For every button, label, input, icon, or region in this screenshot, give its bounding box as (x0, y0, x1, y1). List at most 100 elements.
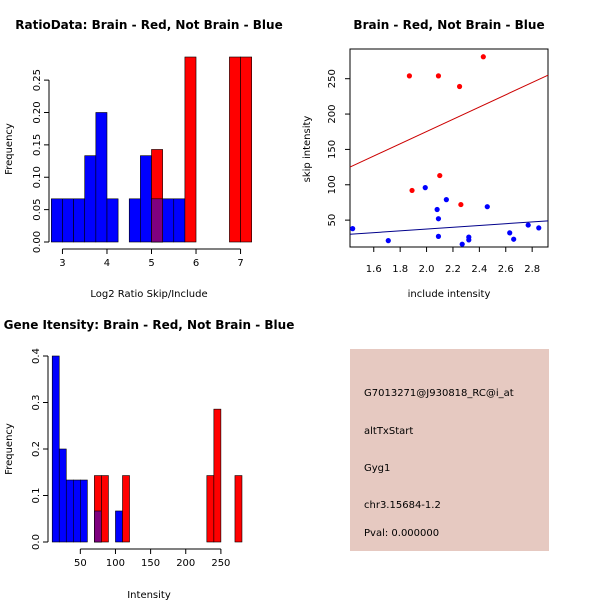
brain-point (480, 54, 486, 60)
gene-intensity-red-bar (101, 475, 109, 543)
ratio-histogram-blue-bar (62, 198, 74, 243)
scatter-y-tick-label: 250 (327, 69, 338, 88)
ratio-histogram-y-tick-label: 0.00 (32, 231, 43, 253)
not-brain-point (385, 238, 391, 244)
not-brain-point (459, 241, 465, 247)
ratio-histogram-y-tick-label: 0.15 (32, 134, 43, 156)
brain-point (435, 73, 442, 79)
not-brain-point (435, 233, 442, 239)
gene-intensity-overlap-bar (94, 510, 102, 543)
not-brain-fit-line (349, 220, 549, 235)
scatter-y-tick-label: 100 (327, 175, 338, 194)
intensity-scatter-axes: 1.6 1.8 2.0 2.2 2.4 2.6 2.8 50 100 150 200 250 (327, 69, 540, 275)
ratio-histogram-x-tick-label: 6 (193, 258, 199, 269)
brain-point (409, 187, 415, 194)
gene-intensity-y-tick-label: 0.0 (31, 534, 42, 550)
gene-intensity-x-tick-label: 200 (176, 558, 195, 569)
ratio-histogram-x-tick-label: 4 (104, 258, 110, 269)
gene-intensity-xlabel: Intensity (127, 590, 171, 600)
not-brain-point (422, 185, 428, 191)
ratio-histogram-blue-bar (95, 112, 108, 243)
ratio-histogram-blue-bar (162, 198, 175, 243)
ratio-histogram-x-tick-label: 3 (59, 258, 65, 269)
not-brain-point (350, 226, 356, 232)
ratio-histogram-ylabel: Frequency (4, 123, 15, 175)
ratio-histogram-blue-bar (84, 155, 97, 243)
ratio-histogram-blue-bar (73, 198, 86, 243)
ratio-histogram-red-bar (240, 56, 252, 243)
ratio-histogram-blue-bar (140, 155, 152, 243)
gene-intensity-red-bar (213, 408, 222, 543)
not-brain-point (484, 204, 490, 210)
ratio-histogram-xlabel: Log2 Ratio Skip/Include (90, 289, 207, 300)
gene-intensity-axes: 50 100 150 200 250 0.0 0.1 0.2 0.3 0.4 (31, 348, 230, 569)
scatter-fit-lines (349, 74, 549, 235)
ratio-histogram-y-tick-label: 0.20 (32, 101, 43, 123)
gene-intensity-x-tick-label: 50 (74, 558, 87, 569)
not-brain-point (536, 225, 542, 231)
intensity-scatter: Brain - Red, Not Brain - Blue 1.6 1.8 2.0 2… (302, 18, 549, 300)
ratio-histogram-blue-bar (128, 198, 141, 243)
event-type-text: altTxStart (364, 426, 413, 437)
not-brain-point (466, 237, 472, 243)
scatter-x-tick-label: 2.2 (445, 264, 461, 275)
not-brain-point (507, 230, 513, 236)
scatter-x-tick-label: 1.6 (366, 264, 382, 275)
scatter-x-tick-label: 2.6 (498, 264, 514, 275)
info-panel-background (350, 349, 549, 551)
ratio-histogram-y-tick-label: 0.05 (32, 198, 43, 220)
ratio-histogram-red-bar (184, 56, 197, 243)
gene-intensity-red-bar (122, 475, 130, 543)
gene-intensity-histogram: Gene Itensity: Brain - Red, Not Brain - … (4, 318, 295, 600)
intensity-scatter-xlabel: include intensity (408, 289, 491, 300)
gene-intensity-blue-bar (80, 479, 88, 543)
probe-id-text: G7013271@J930818_RC@i_at (364, 388, 514, 399)
gene-intensity-y-tick-label: 0.4 (31, 348, 42, 364)
ratio-histogram-blue-bar (173, 198, 186, 243)
scatter-x-tick-label: 2.4 (471, 264, 487, 275)
ratio-histogram-y-tick-label: 0.10 (32, 166, 43, 188)
ratio-histogram: RatioData: Brain - Red, Not Brain - Blue… (4, 18, 283, 300)
ratio-histogram-blue-bar (51, 198, 63, 243)
gene-intensity-blue-bar (58, 448, 67, 543)
ratio-histogram-x-tick-label: 5 (148, 258, 154, 269)
gene-name-text: Gyg1 (364, 463, 390, 474)
ratio-histogram-y-tick-label: 0.25 (32, 69, 43, 91)
intensity-scatter-title: Brain - Red, Not Brain - Blue (353, 18, 544, 32)
ratio-histogram-title: RatioData: Brain - Red, Not Brain - Blue (15, 18, 282, 32)
gene-intensity-x-tick-label: 100 (106, 558, 125, 569)
gene-intensity-bars (51, 355, 243, 543)
brain-point (456, 83, 463, 90)
gene-intensity-ylabel: Frequency (4, 423, 15, 475)
scatter-y-tick-label: 50 (327, 214, 338, 227)
scatter-points (350, 54, 542, 247)
gene-intensity-x-tick-label: 250 (211, 558, 230, 569)
gene-intensity-y-tick-label: 0.2 (31, 441, 42, 457)
not-brain-point (434, 206, 440, 213)
brain-fit-line (349, 74, 549, 168)
scatter-y-tick-label: 200 (327, 105, 338, 124)
not-brain-point (511, 236, 517, 242)
ratio-histogram-bars (51, 56, 252, 243)
ratio-histogram-red-bar (229, 56, 241, 243)
gene-intensity-y-tick-label: 0.1 (31, 488, 42, 504)
gene-intensity-x-tick-label: 150 (141, 558, 160, 569)
scatter-x-tick-label: 2.8 (524, 264, 540, 275)
not-brain-point (435, 216, 442, 222)
gene-intensity-blue-bar (51, 355, 60, 543)
scatter-plot-box (349, 48, 549, 248)
gene-intensity-blue-bar (65, 479, 74, 543)
gene-intensity-histogram-title: Gene Itensity: Brain - Red, Not Brain - … (4, 318, 295, 332)
ratio-histogram-blue-bar (106, 198, 119, 243)
not-brain-point (525, 222, 531, 228)
ratio-histogram-x-tick-label: 7 (237, 258, 243, 269)
info-panel: G7013271@J930818_RC@i_at altTxStart Gyg1… (350, 349, 549, 551)
gene-intensity-red-bar (234, 475, 243, 543)
brain-point (406, 73, 412, 79)
brain-point (458, 201, 464, 208)
ratio-histogram-axes: 3 4 5 6 7 0.00 0.05 0.10 0.15 0.20 0.25 (32, 69, 244, 269)
scatter-x-tick-label: 1.8 (392, 264, 408, 275)
ratio-histogram-overlap-bar (151, 198, 163, 243)
pval-text: Pval: 0.000000 (364, 528, 439, 539)
